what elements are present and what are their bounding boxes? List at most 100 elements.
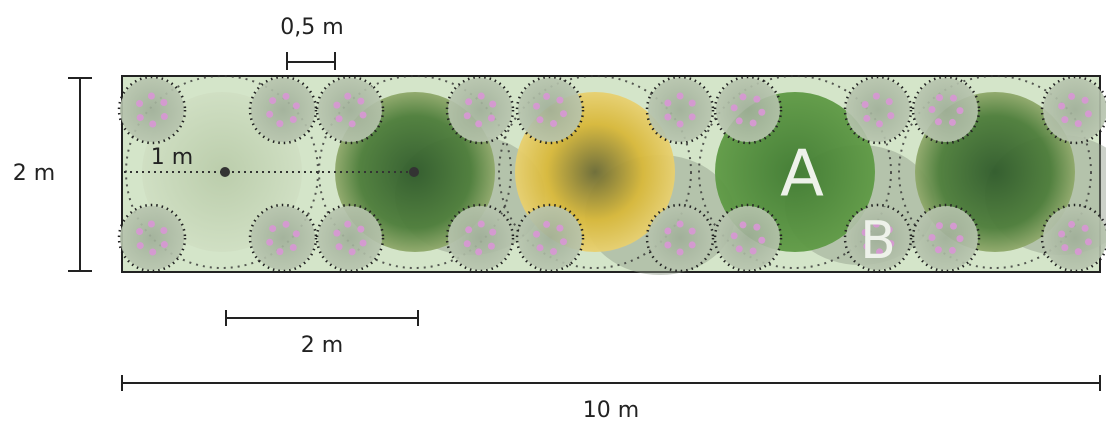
flower: [1061, 244, 1069, 252]
flower: [269, 97, 277, 105]
flower: [676, 248, 684, 256]
flower: [463, 240, 471, 248]
flower: [475, 120, 483, 128]
flower: [735, 117, 743, 125]
flower: [934, 118, 942, 126]
flower: [875, 120, 883, 128]
flower: [676, 120, 684, 128]
shrub: [716, 206, 780, 270]
flower: [758, 108, 766, 116]
flower: [739, 221, 747, 229]
flower: [556, 96, 564, 104]
flower: [333, 101, 341, 109]
shrub-outline: [1040, 203, 1106, 273]
flower: [730, 232, 738, 240]
flower: [949, 94, 957, 102]
shrub-outline: [117, 203, 187, 273]
plants: [117, 75, 1106, 275]
flower: [550, 120, 558, 128]
flower: [875, 248, 883, 256]
flower: [735, 245, 743, 253]
shrub: [318, 206, 382, 270]
flower: [292, 230, 300, 238]
flower: [487, 242, 495, 250]
flower: [1068, 92, 1076, 100]
flower: [887, 112, 895, 120]
shrub-outline: [911, 203, 981, 273]
shrub-outline: [713, 203, 783, 273]
shrub: [318, 78, 382, 142]
shrub: [518, 206, 582, 270]
flower: [861, 228, 869, 236]
flower: [749, 119, 757, 127]
shrub: [648, 206, 712, 270]
flower: [276, 120, 284, 128]
flower: [160, 227, 168, 235]
shrub: [120, 78, 184, 142]
shrub: [914, 78, 978, 142]
flower: [536, 244, 544, 252]
flower: [477, 220, 485, 228]
flower: [1058, 102, 1066, 110]
flower: [335, 243, 343, 251]
flower: [1061, 116, 1069, 124]
flower: [688, 113, 696, 121]
flower: [465, 98, 473, 106]
flower: [333, 229, 341, 237]
shrub: [914, 206, 978, 270]
flower: [885, 98, 893, 106]
scale-label: 0,5 m: [280, 15, 343, 40]
shrub: [1043, 206, 1106, 270]
scale-label: 2 m: [301, 333, 343, 358]
shrub-outline: [445, 203, 515, 273]
radius-label: 1 m: [151, 145, 193, 170]
shrub-outline: [713, 75, 783, 145]
flower: [935, 94, 943, 102]
flower: [550, 248, 558, 256]
shrub: [251, 206, 315, 270]
flower: [872, 220, 880, 228]
flower: [928, 234, 936, 242]
flower: [730, 104, 738, 112]
flower: [948, 118, 956, 126]
flower: [1084, 110, 1092, 118]
flower: [136, 100, 144, 108]
shrub-outline: [445, 75, 515, 145]
shrub-outline: [645, 203, 715, 273]
flower: [477, 92, 485, 100]
flower: [487, 114, 495, 122]
flower: [536, 116, 544, 124]
flower: [956, 107, 964, 115]
flower: [136, 228, 144, 236]
flower: [475, 248, 483, 256]
flower: [872, 92, 880, 100]
flower: [1074, 120, 1082, 128]
flower: [266, 238, 274, 246]
flower: [753, 223, 761, 231]
flower: [560, 238, 568, 246]
flower: [1074, 248, 1082, 256]
flower: [956, 235, 964, 243]
flower: [335, 115, 343, 123]
flower: [934, 246, 942, 254]
flower: [749, 247, 757, 255]
flower: [1058, 230, 1066, 238]
flower: [753, 95, 761, 103]
shrub-outline: [117, 75, 187, 145]
flower: [543, 220, 551, 228]
shrub: [846, 78, 910, 142]
flower: [1081, 224, 1089, 232]
flower: [688, 227, 696, 235]
flower: [887, 240, 895, 248]
flower: [949, 222, 957, 230]
shrub: [251, 78, 315, 142]
shrub: [1043, 78, 1106, 142]
flower: [266, 110, 274, 118]
flower: [359, 239, 367, 247]
shrub-outline: [645, 75, 715, 145]
flower: [664, 227, 672, 235]
flower: [533, 102, 541, 110]
flower: [147, 92, 155, 100]
flower: [739, 93, 747, 101]
